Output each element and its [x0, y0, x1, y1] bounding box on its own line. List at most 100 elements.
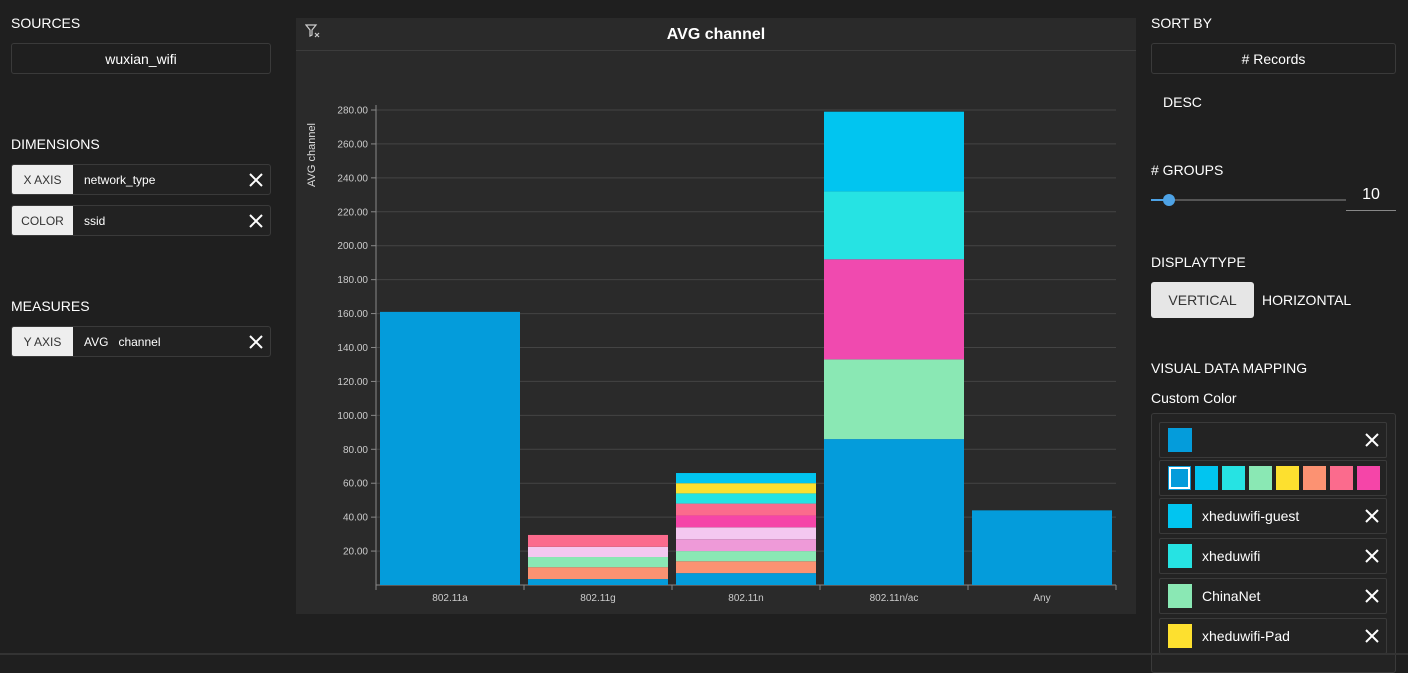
y-tick-label: 180.00	[337, 275, 368, 286]
bar-segment	[528, 534, 668, 547]
chart-panel: AVG channel 20.00 40.00 60.00 80.00 100.00 12…	[296, 18, 1136, 614]
palette-swatch[interactable]	[1303, 466, 1326, 490]
y-tick-label: 240.00	[337, 173, 368, 184]
y-tick-label: 100.00	[337, 411, 368, 422]
bar-segment	[676, 539, 816, 552]
color-swatch[interactable]	[1168, 584, 1192, 608]
bar-segment	[676, 473, 816, 484]
y-axis-tag: Y AXIS	[12, 327, 73, 356]
palette-swatch[interactable]	[1276, 466, 1299, 490]
bar-segment	[528, 579, 668, 585]
palette-swatch[interactable]	[1249, 466, 1272, 490]
color-tag: COLOR	[12, 206, 73, 235]
measures-title: MEASURES	[11, 298, 90, 314]
bar-segment	[676, 573, 816, 585]
chart-title: AVG channel	[666, 26, 766, 43]
groups-slider-track[interactable]	[1151, 199, 1346, 201]
bar-segment	[824, 111, 964, 192]
palette-swatch[interactable]	[1168, 466, 1191, 490]
x-tick-label: 802.11n/ac	[870, 593, 919, 604]
palette-swatch[interactable]	[1330, 466, 1353, 490]
close-icon[interactable]	[1358, 622, 1386, 650]
color-mapping-entry[interactable]: xheduwifi-Pad	[1159, 618, 1387, 654]
bar-segment	[972, 510, 1112, 585]
bar-segment	[528, 557, 668, 568]
close-icon[interactable]	[242, 328, 270, 356]
color-dimension[interactable]: COLOR ssid	[11, 205, 271, 236]
horizontal-button[interactable]: HORIZONTAL	[1262, 292, 1352, 308]
x-tick-label: Any	[1033, 593, 1050, 604]
source-selector[interactable]: wuxian_wifi	[11, 43, 271, 74]
sort-field-selector[interactable]: # Records	[1151, 43, 1396, 74]
bar-segment	[528, 567, 668, 580]
groups-input[interactable]: 10	[1346, 183, 1396, 211]
close-icon[interactable]	[1358, 426, 1386, 454]
bar-segment	[676, 483, 816, 494]
custom-color-panel: xheduwifi-guest xheduwifi ChinaNet xheduwif…	[1151, 413, 1396, 673]
bar-segment	[676, 551, 816, 562]
y-tick-label: 60.00	[343, 479, 368, 490]
y-axis-label: AVG channel	[306, 123, 318, 187]
color-swatch[interactable]	[1168, 504, 1192, 528]
current-color-row[interactable]	[1159, 422, 1387, 458]
y-tick-label: 80.00	[343, 445, 368, 456]
bar-segment	[824, 191, 964, 260]
palette-swatch[interactable]	[1222, 466, 1245, 490]
filter-clear-icon[interactable]	[304, 23, 321, 44]
color-swatch[interactable]	[1168, 624, 1192, 648]
color-mapping-label: xheduwifi	[1202, 548, 1261, 564]
displaytype-title: DISPLAYTYPE	[1151, 254, 1246, 270]
bar-segment	[528, 546, 668, 558]
bar-chart: 20.00 40.00 60.00 80.00 100.00 120.00 140.00 16…	[306, 105, 1117, 604]
current-color-swatch[interactable]	[1168, 428, 1192, 452]
sort-order-toggle[interactable]: DESC	[1163, 94, 1202, 110]
vertical-button[interactable]: VERTICAL	[1151, 282, 1254, 318]
palette-swatch[interactable]	[1195, 466, 1218, 490]
color-mapping-entry[interactable]: xheduwifi-guest	[1159, 498, 1387, 534]
y-tick-label: 120.00	[337, 377, 368, 388]
close-icon[interactable]	[242, 166, 270, 194]
x-axis-value: network_type	[84, 172, 156, 187]
dimensions-title: DIMENSIONS	[11, 136, 100, 152]
close-icon[interactable]	[1358, 502, 1386, 530]
x-tick-label: 802.11g	[580, 593, 615, 604]
y-axis-value: AVG channel	[84, 334, 161, 349]
bar-segment	[824, 259, 964, 360]
close-icon[interactable]	[1358, 582, 1386, 610]
y-tick-label: 40.00	[343, 513, 368, 524]
bar-segment	[380, 311, 520, 585]
bar-segment	[676, 503, 816, 516]
color-palette	[1159, 460, 1387, 496]
color-value: ssid	[84, 213, 106, 228]
y-tick-label: 260.00	[337, 139, 368, 150]
sort-title: SORT BY	[1151, 15, 1212, 31]
x-tick-label: 802.11n	[728, 593, 763, 604]
y-tick-label: 280.00	[337, 106, 368, 117]
y-tick-label: 200.00	[337, 241, 368, 252]
color-mapping-label: ChinaNet	[1202, 588, 1261, 604]
chart-header: AVG channel	[296, 18, 1136, 51]
bar-segment	[676, 493, 816, 504]
groups-slider-thumb[interactable]	[1162, 194, 1175, 206]
groups-title: # GROUPS	[1151, 162, 1224, 178]
bar-segment	[824, 359, 964, 440]
close-icon[interactable]	[242, 207, 270, 235]
custom-color-label: Custom Color	[1151, 390, 1237, 406]
y-tick-label: 220.00	[337, 207, 368, 218]
close-icon[interactable]	[1358, 542, 1386, 570]
y-tick-label: 140.00	[337, 343, 368, 354]
y-axis-measure[interactable]: Y AXIS AVG channel	[11, 326, 271, 357]
x-axis-tag: X AXIS	[12, 165, 73, 194]
sources-title: SOURCES	[11, 15, 81, 31]
y-tick-label: 20.00	[343, 547, 368, 558]
color-swatch[interactable]	[1168, 544, 1192, 568]
bar-segment	[676, 515, 816, 528]
color-mapping-entry[interactable]: ChinaNet	[1159, 578, 1387, 614]
bar-segment	[824, 439, 964, 585]
palette-swatch[interactable]	[1357, 466, 1380, 490]
color-mapping-label: xheduwifi-guest	[1202, 508, 1300, 524]
color-mapping-entry[interactable]: xheduwifi	[1159, 538, 1387, 574]
bar-segment	[676, 527, 816, 540]
y-tick-label: 160.00	[337, 309, 368, 320]
x-axis-dimension[interactable]: X AXIS network_type	[11, 164, 271, 195]
